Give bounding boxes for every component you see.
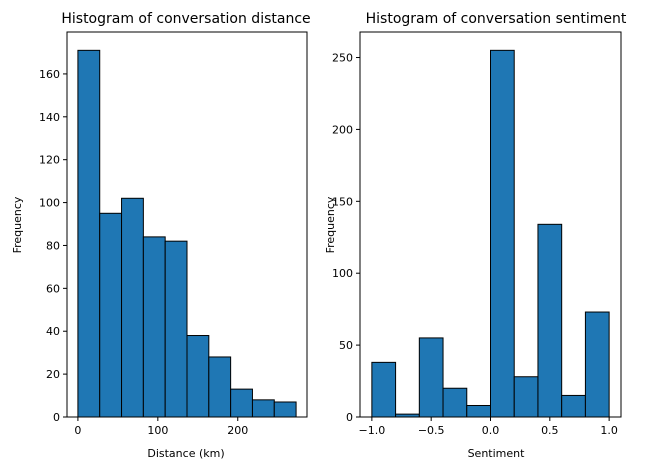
histogram-bar — [584, 311, 610, 418]
x-axis-label: Distance (km) — [147, 447, 224, 460]
histogram-bar — [164, 240, 188, 418]
sentiment-histogram: Histogram of conversation sentiment −1.0… — [324, 11, 627, 460]
y-tick-label: 250 — [332, 52, 353, 65]
chart-title: Histogram of conversation sentiment — [366, 11, 627, 27]
y-ticks: 0 50 100 150 200 250 — [332, 52, 360, 424]
x-tick-label: 0 — [74, 424, 81, 437]
axes-frame — [66, 31, 308, 418]
histogram-bar — [77, 49, 101, 418]
y-tick-label: 120 — [39, 154, 60, 167]
x-tick-label: 0.5 — [541, 424, 559, 437]
y-tick-label: 200 — [332, 123, 353, 136]
histogram-bar — [561, 394, 586, 418]
y-tick-label: 60 — [46, 282, 60, 295]
x-ticks: 0 100 200 — [74, 417, 248, 437]
y-tick-label: 140 — [39, 111, 60, 124]
y-tick-label: 40 — [46, 325, 60, 338]
x-tick-label: 1.0 — [600, 424, 618, 437]
histogram-bar — [208, 356, 232, 418]
histogram-bar — [142, 236, 166, 418]
x-axis-label: Sentiment — [468, 447, 526, 460]
y-tick-label: 0 — [53, 411, 60, 424]
x-tick-label: 0.0 — [482, 424, 500, 437]
histogram-bar — [186, 335, 210, 418]
histogram-bar — [99, 212, 123, 418]
x-tick-label: −0.5 — [418, 424, 445, 437]
histogram-bar — [490, 49, 515, 418]
histogram-bar — [537, 223, 563, 418]
axes-frame — [359, 31, 622, 418]
y-axis-label: Frequency — [324, 196, 337, 253]
distance-histogram: Histogram of conversation distance 0 100 2… — [11, 11, 311, 460]
y-tick-label: 150 — [332, 195, 353, 208]
y-ticks: 0 20 40 60 80 100 120 140 160 — [39, 68, 67, 424]
y-tick-label: 20 — [46, 368, 60, 381]
y-tick-label: 80 — [46, 239, 60, 252]
bars — [77, 49, 297, 418]
histogram-bar — [442, 387, 468, 418]
y-tick-label: 160 — [39, 68, 60, 81]
y-tick-label: 100 — [39, 197, 60, 210]
x-ticks: −1.0 −0.5 0.0 0.5 1.0 — [359, 417, 618, 437]
y-tick-label: 0 — [346, 411, 353, 424]
x-tick-label: 200 — [227, 424, 248, 437]
bars — [371, 49, 610, 418]
histogram-bar — [513, 376, 539, 418]
y-tick-label: 100 — [332, 267, 353, 280]
x-tick-label: 100 — [147, 424, 168, 437]
y-tick-label: 50 — [339, 339, 353, 352]
x-tick-label: −1.0 — [359, 424, 386, 437]
chart-title: Histogram of conversation distance — [61, 11, 310, 27]
histogram-bar — [418, 337, 444, 418]
histogram-bar — [371, 361, 397, 418]
histogram-bar — [230, 388, 253, 418]
histogram-bar — [466, 404, 492, 418]
y-axis-label: Frequency — [11, 196, 24, 253]
histogram-bar — [251, 399, 275, 418]
histogram-bar — [121, 197, 144, 418]
histogram-bar — [273, 401, 297, 418]
